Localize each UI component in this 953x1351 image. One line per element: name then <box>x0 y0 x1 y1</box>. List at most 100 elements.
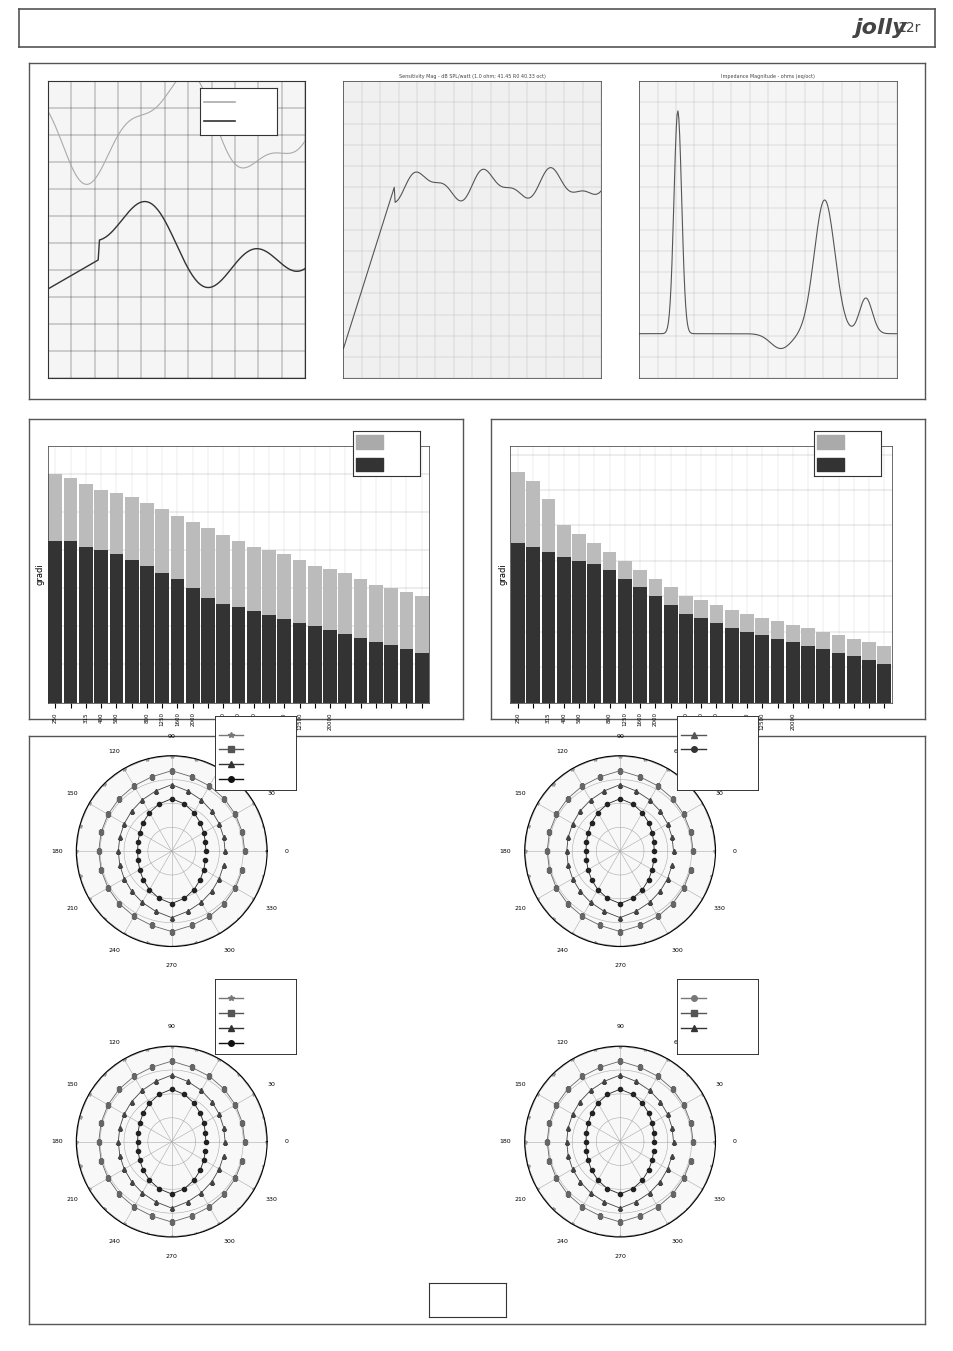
Bar <box>140 503 153 703</box>
Bar <box>110 554 123 703</box>
Bar <box>64 478 77 703</box>
Bar <box>49 540 62 703</box>
Bar <box>724 611 738 703</box>
Bar <box>125 559 138 703</box>
Bar <box>94 550 108 703</box>
Bar <box>846 657 860 703</box>
Bar <box>770 621 783 703</box>
Bar <box>557 558 570 703</box>
Bar <box>415 596 428 703</box>
Bar <box>155 573 169 703</box>
Bar <box>216 535 230 703</box>
Bar <box>618 578 631 703</box>
Bar <box>511 473 524 703</box>
Bar <box>79 484 92 703</box>
Bar <box>633 588 646 703</box>
Bar <box>155 508 169 703</box>
Bar <box>816 632 829 703</box>
Bar <box>64 540 77 703</box>
Bar <box>216 604 230 703</box>
Bar <box>384 589 397 703</box>
Bar <box>846 639 860 703</box>
Bar <box>648 578 661 703</box>
Bar <box>801 646 814 703</box>
Bar <box>831 635 844 703</box>
Bar <box>354 580 367 703</box>
Bar <box>831 653 844 703</box>
Bar <box>232 608 245 703</box>
Bar <box>694 600 707 703</box>
Bar <box>79 547 92 703</box>
Bar <box>572 535 585 703</box>
Bar <box>557 526 570 703</box>
Bar <box>785 642 799 703</box>
Bar <box>277 619 291 703</box>
Bar <box>877 646 890 703</box>
Bar <box>293 623 306 703</box>
Bar <box>399 650 413 703</box>
Bar <box>369 642 382 703</box>
Bar <box>801 628 814 703</box>
Bar <box>526 481 539 703</box>
Bar <box>262 550 275 703</box>
Bar <box>633 570 646 703</box>
Bar <box>125 497 138 703</box>
Bar <box>663 605 677 703</box>
Bar <box>755 617 768 703</box>
Bar <box>816 650 829 703</box>
Bar <box>262 615 275 703</box>
Bar <box>572 561 585 703</box>
Bar <box>541 499 555 703</box>
Bar <box>354 638 367 703</box>
Bar <box>740 613 753 703</box>
Bar <box>94 489 108 703</box>
Bar <box>587 543 600 703</box>
Bar <box>323 631 336 703</box>
Bar <box>415 653 428 703</box>
Bar <box>171 580 184 703</box>
Title: Sensitivity Mag - dB SPL/watt (1.0 ohm; 41.45 R0 40.33 oct): Sensitivity Mag - dB SPL/watt (1.0 ohm; … <box>398 74 545 80</box>
Bar <box>679 613 692 703</box>
Bar <box>338 634 352 703</box>
Bar <box>770 639 783 703</box>
Bar <box>602 553 616 703</box>
Bar <box>694 617 707 703</box>
Y-axis label: gradi: gradi <box>36 563 45 585</box>
Bar <box>648 596 661 703</box>
Y-axis label: gradi: gradi <box>498 563 507 585</box>
Bar <box>186 589 199 703</box>
Bar <box>679 596 692 703</box>
Bar <box>511 543 524 703</box>
Bar <box>862 642 875 703</box>
Bar <box>308 627 321 703</box>
Bar <box>755 635 768 703</box>
Bar <box>201 598 214 703</box>
Bar <box>308 566 321 703</box>
Bar <box>277 554 291 703</box>
Bar <box>293 559 306 703</box>
Bar <box>526 547 539 703</box>
Bar <box>709 623 722 703</box>
Bar <box>877 663 890 703</box>
Bar <box>140 566 153 703</box>
Bar <box>186 521 199 703</box>
Bar <box>201 528 214 703</box>
Bar <box>247 547 260 703</box>
Bar <box>709 605 722 703</box>
Bar <box>247 611 260 703</box>
Bar <box>785 624 799 703</box>
Bar <box>110 493 123 703</box>
Bar <box>49 474 62 703</box>
Bar <box>232 540 245 703</box>
Bar <box>369 585 382 703</box>
Bar <box>384 646 397 703</box>
Bar <box>171 516 184 703</box>
Bar <box>323 569 336 703</box>
Bar <box>399 592 413 703</box>
Bar <box>602 570 616 703</box>
Bar <box>724 628 738 703</box>
Bar <box>338 573 352 703</box>
Text: 12r: 12r <box>897 22 921 35</box>
Bar <box>740 632 753 703</box>
Bar <box>663 588 677 703</box>
